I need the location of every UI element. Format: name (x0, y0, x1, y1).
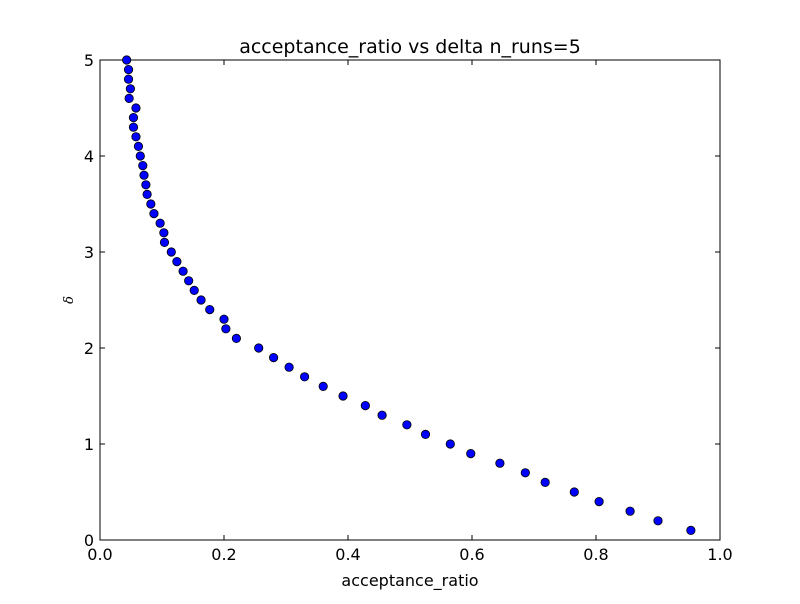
y-tick-label: 2 (84, 339, 94, 358)
data-point (653, 516, 663, 526)
data-point (166, 247, 176, 257)
data-point (268, 352, 279, 363)
data-point (189, 285, 199, 295)
data-point (569, 487, 579, 497)
data-point (138, 161, 148, 171)
data-point (135, 151, 145, 161)
data-point (594, 496, 604, 507)
data-point (131, 132, 141, 142)
data-point (184, 276, 194, 286)
y-tick-label: 5 (84, 51, 94, 70)
data-point (231, 333, 241, 343)
x-axis: 0.0 0.2 0.4 0.6 0.8 1.0 (87, 60, 733, 564)
data-point (123, 74, 134, 84)
data-point (128, 113, 139, 123)
data-point (142, 189, 152, 199)
x-tick-label: 0.8 (583, 545, 608, 564)
y-tick-label: 0 (84, 531, 94, 550)
data-point (146, 199, 156, 209)
data-point (149, 209, 159, 219)
x-tick-label: 0.4 (335, 545, 360, 564)
data-point (466, 448, 476, 459)
y-tick-label: 1 (84, 435, 94, 454)
data-point (159, 237, 170, 247)
data-point (133, 141, 144, 151)
y-tick-label: 4 (84, 147, 94, 166)
y-axis: 0 1 2 3 4 5 (84, 51, 720, 550)
data-points (122, 55, 696, 536)
data-point (540, 477, 550, 487)
data-point (254, 343, 264, 353)
x-tick-label: 0.0 (87, 545, 112, 564)
data-point (205, 304, 215, 315)
data-point (123, 65, 134, 75)
data-point (122, 55, 132, 65)
data-point (196, 295, 206, 305)
data-point (221, 324, 231, 334)
data-point (139, 170, 149, 180)
x-tick-label: 0.6 (459, 545, 484, 564)
data-point (520, 468, 530, 478)
data-point (159, 228, 169, 238)
y-axis-label: δ (62, 296, 77, 304)
data-point (284, 362, 294, 372)
x-axis-label: acceptance_ratio (341, 571, 478, 591)
data-point (338, 391, 348, 401)
data-point (686, 525, 696, 536)
data-point (131, 103, 141, 113)
data-point (128, 122, 139, 132)
data-point (445, 439, 455, 449)
data-point (420, 429, 431, 439)
data-point (318, 381, 328, 391)
data-point (495, 458, 505, 468)
data-point (377, 410, 387, 420)
y-tick-label: 3 (84, 243, 94, 262)
data-point (172, 256, 182, 267)
x-tick-label: 0.2 (211, 545, 236, 564)
data-point (360, 400, 370, 411)
data-point (625, 506, 635, 516)
data-point (299, 372, 310, 382)
data-point (178, 266, 188, 276)
chart-title: acceptance_ratio vs delta n_runs=5 (239, 36, 581, 58)
x-tick-label: 1.0 (707, 545, 732, 564)
data-point (141, 180, 151, 190)
data-point (219, 314, 229, 324)
plot-area (99, 59, 721, 541)
data-point (125, 84, 135, 94)
data-point (402, 420, 412, 430)
data-point (155, 218, 165, 228)
data-point (124, 93, 134, 104)
